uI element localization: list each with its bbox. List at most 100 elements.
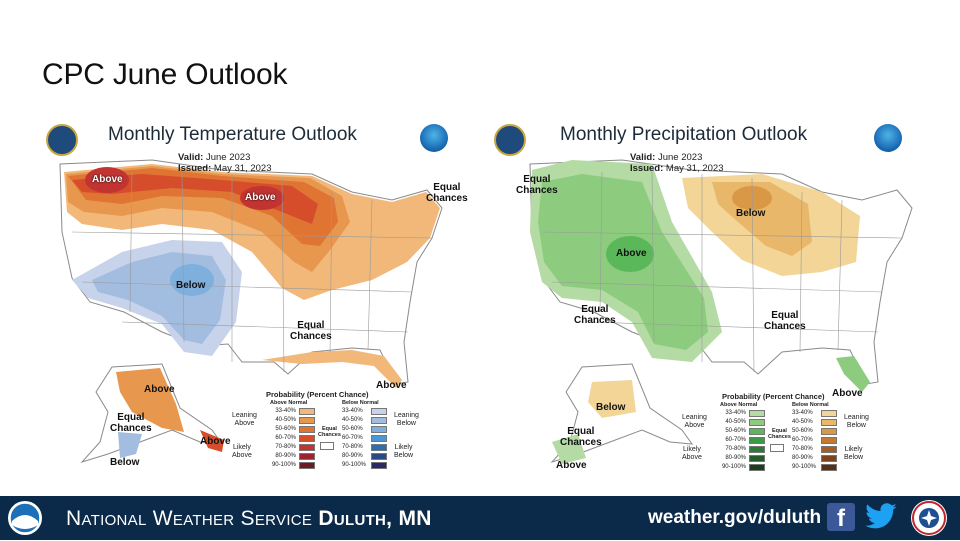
valid-value: June 2023 <box>205 152 251 163</box>
below-50-zone <box>170 264 214 296</box>
label-above-fl: Above <box>376 380 407 391</box>
legend-range-label: 80-90% <box>725 455 746 461</box>
legend-swatch <box>749 445 765 453</box>
alaska-above-zone <box>552 434 586 464</box>
legend-above-header: Above Normal <box>270 400 308 406</box>
legend-leaning-below: Leaning Below <box>394 412 419 427</box>
legend-swatch <box>821 418 837 426</box>
precipitation-valid: Valid: June 2023 Issued: May 31, 2023 <box>630 152 723 174</box>
temperature-outlook-map: Monthly Temperature Outlook Valid: June … <box>12 112 482 482</box>
legend-swatch <box>299 425 315 433</box>
legend-equal-chances: Equal Chances <box>318 426 341 438</box>
legend-swatch <box>371 443 387 451</box>
legend-swatch <box>749 418 765 426</box>
legend-range-label: 90-100% <box>792 464 817 470</box>
legend-swatch <box>821 454 837 462</box>
legend-likely-below: Likely Below <box>844 446 864 461</box>
legend-row-below: 50-60% <box>342 425 387 433</box>
above-70-nw <box>85 167 129 193</box>
label-above-ak: Above <box>556 460 587 471</box>
legend-row-above: 90-100% <box>270 461 315 469</box>
issued-label: Issued: <box>630 163 664 174</box>
legend-range-label: 33-40% <box>725 410 746 416</box>
noaa-logo-icon <box>420 124 448 152</box>
legend-row-above: 60-70% <box>720 436 765 444</box>
legend-range-label: 40-50% <box>275 417 296 423</box>
temperature-legend: Probability (Percent Chance) Above Norma… <box>232 390 419 482</box>
legend-equal-swatch <box>770 444 784 452</box>
legend-range-label: 60-70% <box>342 435 363 441</box>
precipitation-legend: Probability (Percent Chance) Above Norma… <box>682 392 869 482</box>
legend-row-above: 80-90% <box>270 452 315 460</box>
label-above-nw: Above <box>92 174 123 185</box>
legend-above-header: Above Normal <box>720 402 758 408</box>
issued-value: May 31, 2023 <box>665 163 724 174</box>
valid-label: Valid: <box>630 152 656 163</box>
legend-row-below: 40-50% <box>792 418 837 426</box>
legend-swatch <box>749 409 765 417</box>
temperature-map-graphic <box>59 159 443 464</box>
legend-range-label: 90-100% <box>342 462 367 468</box>
precipitation-outlook-map: Monthly Precipitation Outlook Valid: Jun… <box>482 112 952 482</box>
legend-range-label: 70-80% <box>275 444 296 450</box>
legend-swatch <box>371 452 387 460</box>
twitter-icon[interactable] <box>864 502 898 532</box>
website-link[interactable]: weather.gov/duluth <box>648 507 822 528</box>
valid-value: June 2023 <box>657 152 703 163</box>
legend-range-label: 90-100% <box>271 462 296 468</box>
doc-seal-icon <box>494 124 526 156</box>
legend-swatch <box>749 454 765 462</box>
label-equal-nw: Equal Chances <box>516 174 558 196</box>
legend-row-above: 80-90% <box>720 454 765 462</box>
precipitation-map-title: Monthly Precipitation Outlook <box>560 124 808 145</box>
label-equal-ak: Equal Chances <box>110 412 152 434</box>
label-below-gl: Below <box>736 208 766 219</box>
legend-range-label: 33-40% <box>342 408 363 414</box>
legend-swatch <box>299 461 315 469</box>
legend-swatch <box>371 461 387 469</box>
label-equal-south: Equal Chances <box>290 320 332 342</box>
legend-swatch <box>299 407 315 415</box>
legend-range-label: 40-50% <box>792 419 813 425</box>
legend-range-label: 80-90% <box>792 455 813 461</box>
legend-range-label: 70-80% <box>792 446 813 452</box>
noaa-logo-icon <box>874 124 902 152</box>
legend-row-below: 60-70% <box>342 434 387 442</box>
legend-swatch <box>749 463 765 471</box>
legend-range-label: 70-80% <box>725 446 746 452</box>
legend-swatch <box>299 434 315 442</box>
label-below-ak: Below <box>596 402 626 413</box>
legend-row-above: 33-40% <box>270 407 315 415</box>
label-equal-se: Equal Chances <box>764 310 806 332</box>
footer-bar: National Weather Service Duluth, MN weat… <box>0 496 960 540</box>
legend-row-above: 50-60% <box>270 425 315 433</box>
doc-seal-icon <box>46 124 78 156</box>
agency-pre: National Weather Service <box>66 507 313 530</box>
legend-row-below: 70-80% <box>342 443 387 451</box>
agency-office: Duluth, MN <box>318 507 432 530</box>
legend-row-above: 90-100% <box>720 463 765 471</box>
legend-row-below: 80-90% <box>342 452 387 460</box>
legend-swatch <box>371 434 387 442</box>
legend-range-label: 40-50% <box>725 419 746 425</box>
legend-row-above: 70-80% <box>270 443 315 451</box>
temperature-map-title: Monthly Temperature Outlook <box>108 124 357 145</box>
legend-swatch <box>821 427 837 435</box>
legend-swatch <box>821 409 837 417</box>
above-se-zone <box>262 350 402 388</box>
legend-swatch <box>749 427 765 435</box>
legend-range-label: 60-70% <box>275 435 296 441</box>
legend-leaning-above: Leaning Above <box>682 414 707 429</box>
legend-swatch <box>299 416 315 424</box>
legend-title: Probability (Percent Chance) <box>722 392 825 401</box>
legend-range-label: 60-70% <box>725 437 746 443</box>
legend-row-above: 50-60% <box>720 427 765 435</box>
legend-below-header: Below Normal <box>342 400 379 406</box>
label-below-ak: Below <box>110 457 140 468</box>
label-above-ak: Above <box>144 384 175 395</box>
precipitation-map-graphic <box>529 159 913 464</box>
facebook-icon[interactable]: f <box>827 503 855 532</box>
label-above-center: Above <box>616 248 647 259</box>
legend-row-above: 33-40% <box>720 409 765 417</box>
legend-title: Probability (Percent Chance) <box>266 390 369 399</box>
